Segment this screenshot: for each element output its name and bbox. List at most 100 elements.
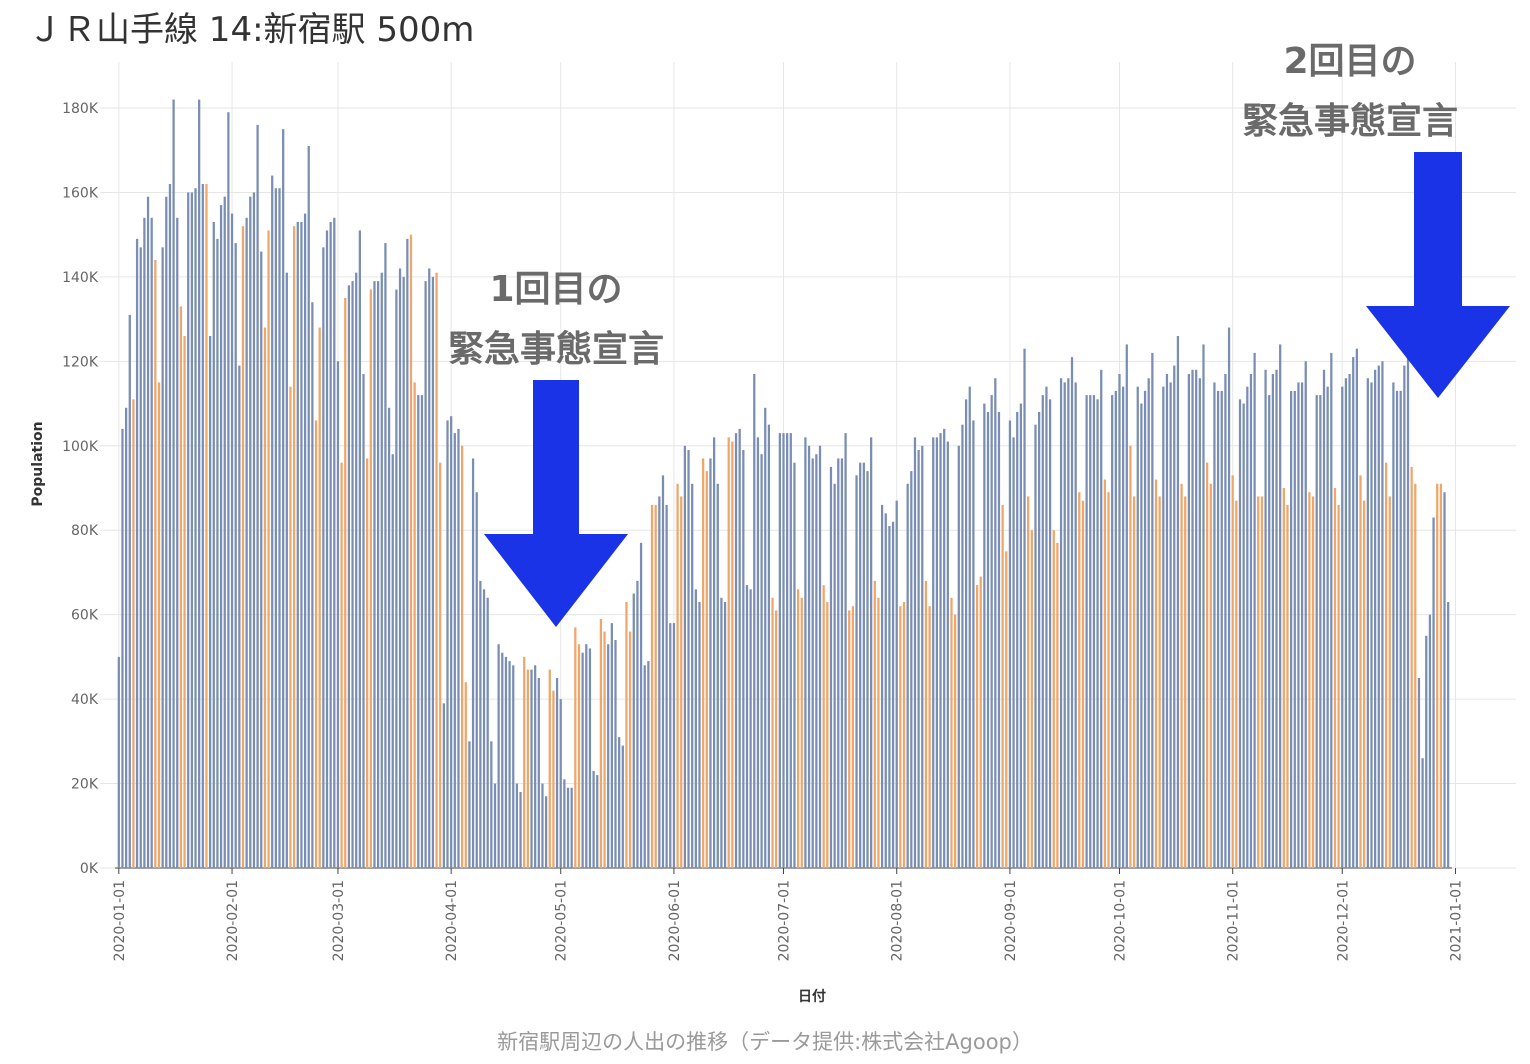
bar-weekday [672, 623, 676, 868]
caption: 新宿駅周辺の人出の推移（データ提供:株式会社Agoop） [497, 1030, 1033, 1054]
x-tick-label: 2020-07-01 [777, 880, 793, 961]
bar-weekday [508, 661, 511, 868]
x-tick-label: 2020-09-01 [1003, 880, 1019, 961]
bar-weekday [1275, 369, 1278, 868]
bar-weekday [274, 188, 277, 869]
bar-weekday [501, 652, 504, 868]
bar-weekday [866, 471, 869, 868]
bar-weekday [537, 678, 540, 868]
y-axis-label: Population [30, 421, 46, 506]
bar-weekday [1238, 399, 1242, 868]
bar-weekday [1264, 369, 1267, 868]
bar-weekday [555, 678, 559, 868]
bar-weekday [391, 454, 394, 868]
chart-title: ＪＲ山手線 14:新宿駅 500m [28, 10, 475, 50]
bar-weekday [968, 386, 971, 868]
bar-weekday [1246, 386, 1249, 868]
bar-weekday [333, 217, 336, 868]
bar-weekday [734, 433, 738, 868]
bar-weekday [1118, 374, 1121, 868]
bar-weekday [376, 281, 380, 868]
bar-weekday [818, 445, 822, 868]
arrow-first-declaration [484, 380, 628, 627]
bar-weekday [121, 428, 124, 868]
bar-weekday [446, 420, 449, 868]
bar-weekday [829, 466, 833, 868]
bar-weekend [1107, 492, 1110, 868]
bar-weekday [1067, 378, 1070, 868]
bar-weekday [1187, 374, 1191, 868]
bar-weekend [1206, 462, 1209, 868]
bar-weekday [647, 661, 650, 868]
bar-weekday [373, 281, 376, 868]
bar-weekday [234, 243, 237, 869]
bar-weekday [1377, 365, 1380, 868]
bar-weekday [837, 458, 840, 868]
bar-weekday [1140, 403, 1143, 868]
bar-weekday [311, 302, 314, 869]
bar-weekday [745, 585, 749, 868]
bar-weekday [428, 268, 431, 868]
bar-weekend [950, 597, 953, 868]
bar-weekday [1012, 437, 1015, 868]
bar-weekend [1282, 488, 1285, 868]
bar-weekday [296, 222, 299, 868]
bar-weekend [1027, 496, 1030, 868]
bar-weekend [796, 589, 800, 868]
bar-weekday [351, 281, 354, 868]
bar-weekend [409, 234, 413, 869]
bar-weekday [300, 222, 303, 868]
bar-weekday [176, 217, 179, 868]
bar-weekday [161, 247, 164, 868]
x-tick-label: 2020-01-01 [112, 880, 128, 961]
bar-weekday [961, 424, 964, 868]
bar-weekday [1008, 420, 1012, 868]
bar-weekday [362, 374, 365, 868]
x-tick-label: 2020-08-01 [890, 880, 906, 961]
bar-weekend [1132, 496, 1136, 868]
bar-weekday [1425, 635, 1428, 868]
bar-weekday [1421, 758, 1424, 868]
bar-weekday [1151, 352, 1154, 868]
bar-weekday [1059, 378, 1063, 868]
x-tick-label: 2020-06-01 [667, 880, 683, 961]
bar-weekday [639, 542, 643, 868]
y-tick-label: 140K [62, 270, 99, 286]
bar-weekday [168, 184, 172, 868]
bar-weekday [559, 699, 562, 868]
bar-weekday [1417, 678, 1421, 868]
bar-weekday [946, 441, 949, 868]
x-tick-label: 2020-03-01 [331, 880, 347, 961]
bar-weekend [1286, 504, 1289, 868]
bar-weekday [1304, 361, 1307, 868]
bar-weekday [1165, 374, 1169, 868]
bar-weekday [223, 196, 226, 869]
bar-weekday [395, 289, 398, 868]
bar-weekday [669, 623, 672, 868]
bar-weekend [1078, 492, 1081, 868]
bar-weekday [862, 462, 865, 868]
bar-weekday [844, 433, 847, 868]
bar-weekend [460, 445, 464, 868]
bar-weekday [471, 458, 475, 868]
bar-weekday [753, 374, 756, 868]
bar-weekday [592, 770, 595, 868]
bar-weekend [464, 682, 467, 868]
bar-weekday [687, 450, 690, 868]
bar-weekend [1363, 500, 1366, 868]
x-tick-label: 2020-02-01 [225, 880, 241, 961]
bar-weekday [325, 230, 329, 868]
bar-weekday [720, 597, 723, 868]
bar-weekend [369, 289, 372, 868]
bar-weekday [1213, 382, 1216, 868]
bar-weekend [1001, 504, 1004, 868]
bar-weekend [318, 327, 321, 868]
y-tick-label: 100K [62, 439, 99, 455]
bar-weekday [482, 589, 486, 868]
bar-weekend [1235, 500, 1238, 868]
bar-weekday [585, 644, 588, 868]
bar-weekday [398, 268, 402, 868]
bar-weekday [1290, 390, 1293, 868]
bar-weekday [588, 648, 592, 868]
bar-weekday [534, 665, 537, 868]
